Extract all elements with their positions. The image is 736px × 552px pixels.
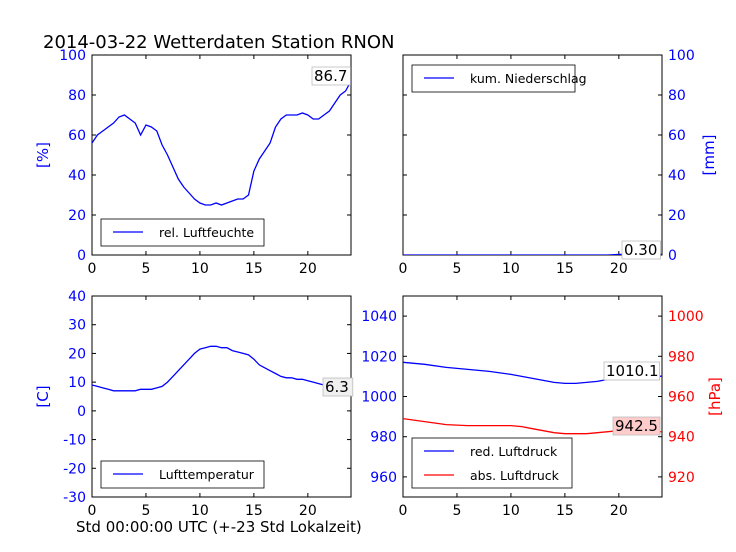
y-tick-label-right: 920	[668, 470, 695, 486]
value-annotation-absolute-box	[612, 416, 661, 436]
panel-temperature: 0 5 10 15 20 -30 -20 -10 0 10 20 30 40 [C] Lufttempera…	[34, 289, 354, 519]
y-tick-label: 20	[668, 208, 686, 224]
y-tick-label: 40	[68, 289, 86, 305]
y-tick-label: 40	[68, 168, 86, 184]
x-tick-label: 0	[88, 261, 97, 277]
series-line-rel-luftfeuchte	[92, 80, 351, 206]
x-tick-label: 20	[610, 261, 628, 277]
legend-label: abs. Luftdruck	[470, 468, 560, 483]
value-annotation-absolute: 942.5	[615, 417, 658, 435]
value-annotation-box	[621, 240, 661, 260]
x-tick-label: 0	[399, 261, 408, 277]
y-tick-label: 1040	[361, 309, 397, 325]
value-annotation: 0.30	[624, 241, 657, 259]
x-tick-label: 15	[556, 261, 574, 277]
x-tick-label: 20	[299, 261, 317, 277]
panel-precip: 0 5 10 15 20 0 20 40 60 80 100 [mm] kum. Niederschla…	[399, 48, 718, 277]
legend-label: kum. Niederschlag	[470, 71, 587, 86]
y-tick-label-right: 960	[668, 390, 695, 406]
y-tick-label: 0	[77, 248, 86, 264]
x-tick-label: 10	[191, 503, 209, 519]
y-tick-label: 0	[668, 248, 677, 264]
x-tick-label: 15	[245, 261, 263, 277]
y-tick-label: -30	[63, 490, 86, 506]
y-tick-label: 0	[77, 404, 86, 420]
y-tick-label: 80	[68, 88, 86, 104]
y-tick-label: 20	[68, 346, 86, 362]
y-tick-label: 1020	[361, 349, 397, 365]
x-tick-label: 5	[452, 503, 461, 519]
panel-pressure: 0 5 10 15 20 960 980 1000 1020 1040 920 940 960 980 10…	[361, 295, 724, 519]
y-tick-label: 40	[668, 168, 686, 184]
y-tick-label: 80	[668, 88, 686, 104]
y-axis-label: [mm]	[700, 135, 718, 176]
figure-title: 2014-03-22 Wetterdaten Station RNON	[43, 32, 394, 53]
value-annotation-box	[322, 377, 354, 397]
y-axis-label: [C]	[34, 385, 52, 407]
legend-label: rel. Luftfeuchte	[159, 225, 254, 240]
figure-xlabel: Std 00:00:00 UTC (+-23 Std Lokalzeit)	[76, 518, 362, 536]
legend-box	[411, 437, 573, 489]
y-tick-label: 980	[370, 430, 397, 446]
x-tick-label: 5	[452, 261, 461, 277]
value-annotation-reduced: 1010.1	[606, 362, 659, 380]
value-annotation: 6.3	[325, 378, 349, 396]
y-tick-label: 10	[68, 375, 86, 391]
y-axis-label: [%]	[34, 142, 52, 168]
x-tick-label: 0	[88, 503, 97, 519]
x-tick-label: 0	[399, 503, 408, 519]
y-tick-label-right: 980	[668, 349, 695, 365]
x-tick-label: 20	[610, 503, 628, 519]
y-tick-label: -10	[63, 433, 86, 449]
legend-label: Lufttemperatur	[159, 467, 255, 482]
x-tick-label: 20	[299, 503, 317, 519]
value-annotation-box	[311, 66, 351, 86]
y-tick-label: 20	[68, 208, 86, 224]
x-tick-label: 10	[502, 261, 520, 277]
y-tick-label-right: 940	[668, 430, 695, 446]
y-tick-label-right: 1000	[668, 309, 704, 325]
legend-label: red. Luftdruck	[470, 444, 558, 459]
y-tick-label: 30	[68, 318, 86, 334]
y-tick-label: 960	[370, 470, 397, 486]
y-tick-label: 60	[668, 128, 686, 144]
series-line-lufttemperatur	[92, 345, 351, 394]
x-tick-label: 5	[141, 261, 150, 277]
x-tick-label: 5	[141, 503, 150, 519]
value-annotation-reduced-box	[603, 361, 660, 381]
y-tick-label: 1000	[361, 390, 397, 406]
y-tick-label: -20	[63, 461, 86, 477]
x-tick-label: 10	[191, 261, 209, 277]
y-axis-label-right: [hPa]	[706, 377, 724, 416]
value-annotation: 86.7	[314, 67, 347, 85]
x-tick-label: 15	[245, 503, 263, 519]
x-tick-label: 15	[556, 503, 574, 519]
y-tick-label: 100	[668, 48, 695, 64]
legend-box	[100, 218, 265, 247]
y-tick-label: 100	[59, 48, 86, 64]
panel-humidity: 0 5 10 15 20 0 20 40 60 80 100 [%] rel. Luftfeuchte 8…	[34, 48, 352, 277]
x-tick-label: 10	[502, 503, 520, 519]
y-tick-label: 60	[68, 128, 86, 144]
